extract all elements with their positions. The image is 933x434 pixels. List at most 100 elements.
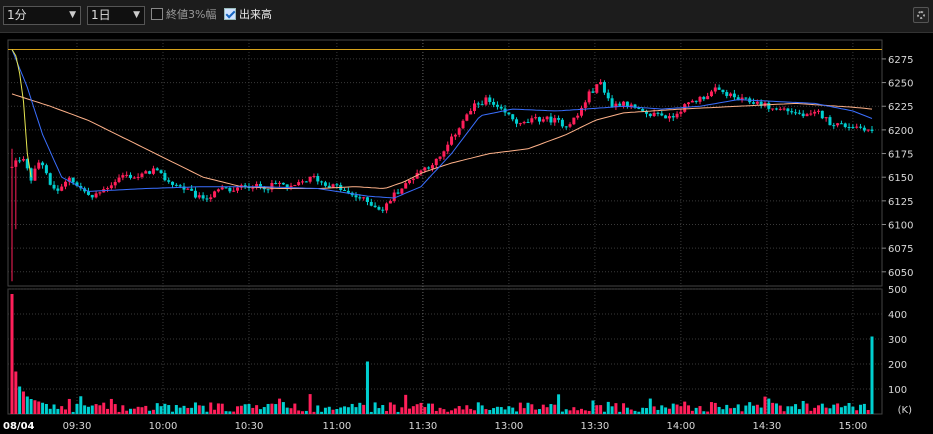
volume-bar (453, 408, 457, 414)
candle-body (243, 185, 247, 187)
candle-body (664, 115, 668, 119)
volume-bar (465, 405, 469, 414)
volume-bar (759, 407, 763, 414)
volume-bar (427, 403, 431, 414)
candle-body (151, 168, 155, 174)
volume-bar (744, 405, 748, 414)
volume-bar (797, 409, 801, 414)
ma-short-line (11, 49, 873, 199)
volume-bar (557, 394, 561, 414)
volume-bar (281, 402, 285, 414)
time-tick-label: 14:30 (752, 421, 781, 432)
candle-body (698, 96, 702, 102)
candle-body (518, 123, 522, 125)
candle-body (159, 170, 163, 174)
candle-body (832, 125, 836, 127)
candle-body (736, 97, 740, 101)
candle-body (274, 183, 278, 185)
volume-bar (503, 409, 507, 414)
period-select[interactable]: 1日 ▼ (87, 6, 145, 25)
volume-bar (484, 409, 488, 414)
volume-bar (450, 410, 454, 414)
candle-body (637, 107, 641, 109)
candle-body (377, 207, 381, 210)
candle-body (729, 93, 733, 96)
candle-body (343, 189, 347, 191)
volume-bar (553, 404, 557, 414)
chevron-down-icon: ▼ (133, 10, 140, 20)
volume-bar (602, 411, 606, 414)
candle-body (117, 177, 121, 182)
chart-axes: 6275 6250 6225 6200 6175 6150 6125 6100 6075 6050… (3, 55, 913, 432)
candle-body (610, 98, 614, 108)
candle-body (545, 116, 549, 120)
candle-body (602, 82, 606, 93)
candle-body (499, 106, 503, 109)
candle-body (629, 104, 633, 107)
candle-body (171, 181, 175, 185)
candle-body (201, 195, 205, 199)
time-tick-label: 11:30 (408, 421, 437, 432)
volume-bar (606, 401, 610, 414)
candle-body (614, 103, 618, 108)
volume-bar (94, 404, 98, 414)
candle-body (472, 103, 476, 111)
volume-bar (109, 398, 113, 414)
volume-bar (327, 406, 331, 414)
candle-body (656, 112, 660, 114)
candle-body (52, 184, 56, 189)
candle-body (461, 120, 465, 129)
candle-body (106, 188, 110, 190)
candle-body (687, 102, 691, 105)
volume-bar (534, 409, 538, 414)
candle-body (56, 188, 60, 191)
candle-body (740, 97, 744, 101)
volume-bar (25, 396, 29, 414)
candle-body (388, 200, 392, 204)
volume-bar (660, 405, 664, 414)
volume-bar (675, 404, 679, 414)
volume-bar (614, 403, 618, 414)
candle-body (362, 197, 366, 199)
volume-bar (220, 403, 224, 414)
candle-body (148, 171, 152, 174)
volume-bar (404, 394, 408, 414)
volume-bar (316, 405, 320, 414)
candle-body (278, 182, 282, 184)
candle-body (679, 111, 683, 114)
volume-bar (813, 407, 817, 414)
volume-bar (576, 410, 580, 414)
volume-bar (629, 409, 633, 414)
candle-body (537, 117, 541, 122)
candle-body (140, 173, 144, 177)
volume-bar (778, 405, 782, 414)
candle-body (870, 129, 874, 131)
candle-body (675, 113, 679, 118)
candle-body (530, 118, 534, 123)
volume-bar (266, 403, 270, 414)
volume-checkbox[interactable] (224, 8, 236, 20)
gear-icon[interactable] (913, 7, 929, 23)
candle-body (197, 195, 201, 198)
candle-body (205, 198, 209, 200)
volume-bar (706, 411, 710, 414)
volume-bar (488, 409, 492, 414)
volume-bar (537, 409, 541, 414)
candle-body (335, 184, 339, 186)
volume-bar (786, 406, 790, 414)
closing-range-checkbox[interactable] (151, 8, 163, 20)
volume-bar (362, 404, 366, 414)
candle-body (385, 203, 389, 211)
volume-bar (216, 403, 220, 414)
volume-bar (530, 404, 534, 414)
candle-body (476, 103, 480, 105)
volume-bar (52, 404, 56, 414)
price-tick-label: 6125 (888, 197, 913, 208)
volume-bar (755, 404, 759, 414)
interval-select[interactable]: 1分 ▼ (3, 6, 81, 25)
candle-body (576, 115, 580, 118)
volume-bar (365, 361, 369, 414)
candle-body (396, 192, 400, 194)
volume-bar (648, 398, 652, 414)
candle-body (794, 112, 798, 114)
